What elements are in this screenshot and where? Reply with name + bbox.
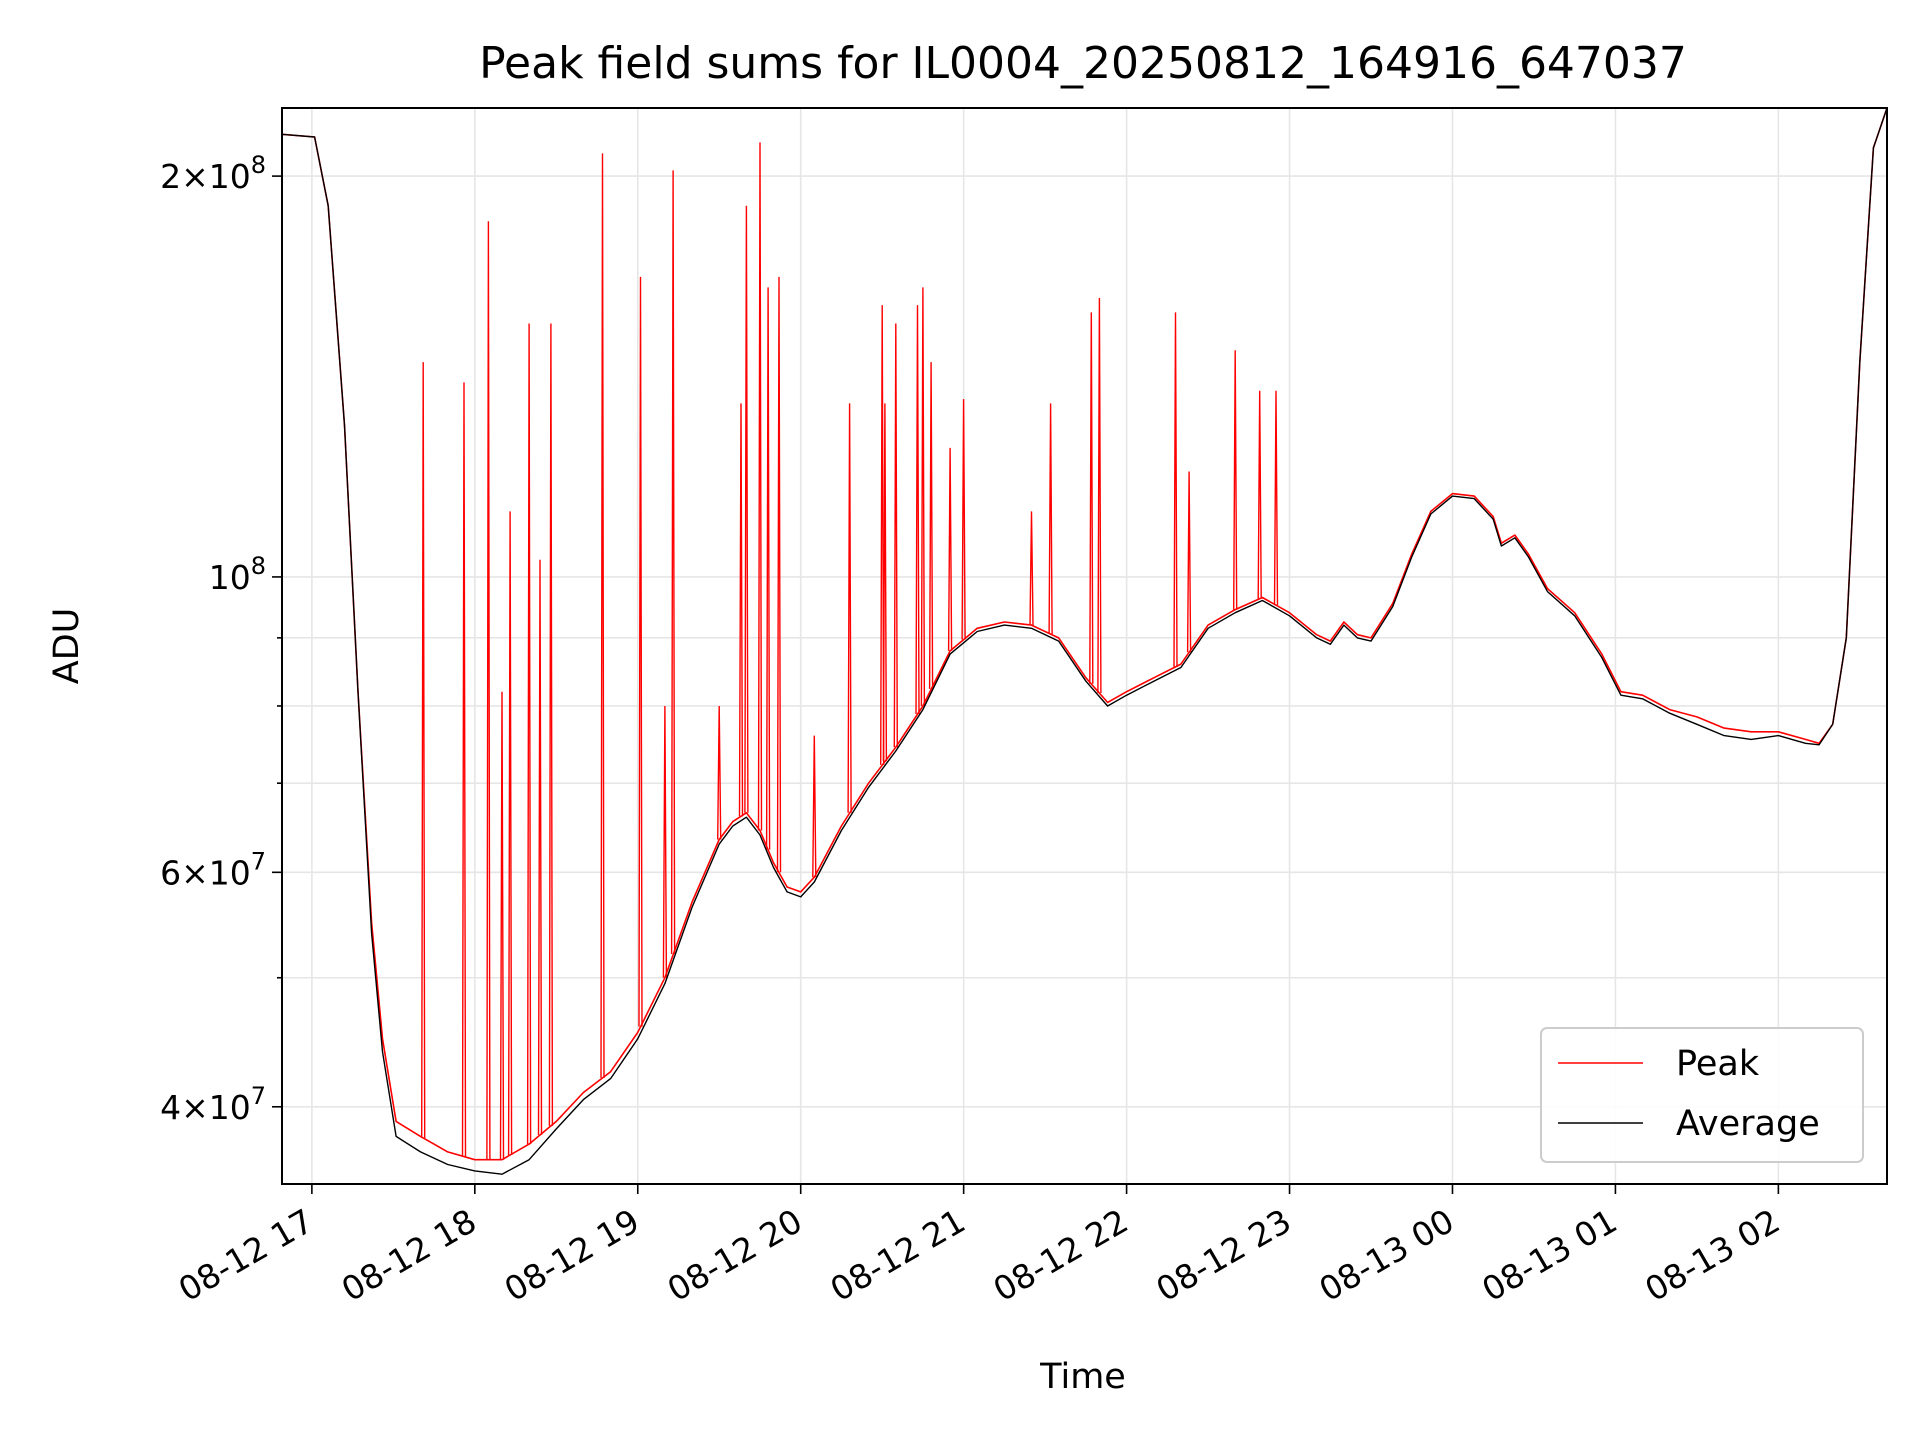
series-peak-spike — [1089, 312, 1094, 684]
series-peak-spike — [499, 691, 505, 1160]
series-layer — [281, 107, 1888, 1175]
series-peak-spike — [461, 382, 467, 1157]
series-peak-spike — [486, 221, 491, 1160]
series-peak-spike — [1173, 312, 1178, 667]
series-peak-spike — [548, 323, 554, 1126]
plot-background — [282, 108, 1887, 1184]
series-peak-spike — [744, 205, 749, 813]
series-peak-spike — [421, 362, 426, 1139]
y-tick-label: 2×108 — [160, 151, 266, 196]
series-peak-spike — [670, 170, 676, 955]
series-peak-spike — [1029, 511, 1034, 626]
series-peak-spike — [961, 399, 966, 640]
series-peak — [281, 107, 1888, 1161]
series-average-line — [281, 107, 1888, 1175]
series-peak-spike — [882, 403, 888, 762]
series-peak-spike — [928, 362, 934, 689]
series-peak-spike — [847, 403, 852, 813]
plot-frame — [281, 107, 1888, 1185]
series-peak-spike — [915, 305, 920, 715]
series-peak-spike — [526, 323, 532, 1145]
chart-title: Peak field sums for IL0004_20250812_1649… — [479, 38, 1687, 89]
series-peak-spike — [1097, 297, 1102, 694]
series-peak-spike — [662, 705, 668, 978]
y-axis: 4×107 6×107 108 2×108 — [160, 151, 282, 1127]
series-peak-spike — [1233, 350, 1238, 610]
series-peak-spike — [947, 447, 953, 651]
legend-label-peak: Peak — [1676, 1044, 1760, 1084]
series-peak-spike — [638, 276, 643, 1027]
legend: Peak Average — [1540, 1027, 1864, 1163]
series-peak-spike — [1048, 403, 1053, 635]
series-peak-spike — [757, 142, 763, 831]
x-axis-label: Time — [1039, 1357, 1126, 1397]
series-peak-spike — [507, 511, 513, 1156]
series-peak-spike — [738, 403, 744, 817]
series-peak-spike — [776, 276, 782, 873]
plot-area — [281, 107, 1888, 1185]
series-peak-spike — [765, 287, 771, 850]
y-axis-label: ADU — [47, 608, 87, 685]
y-tick-label: 6×107 — [160, 847, 266, 892]
series-peak-spike — [893, 323, 898, 748]
series-peak-spike — [920, 287, 926, 707]
legend-label-average: Average — [1676, 1104, 1820, 1144]
y-tick-label: 4×107 — [160, 1082, 266, 1127]
series-peak-spike — [1257, 390, 1262, 599]
series-peak-line — [281, 107, 1888, 1161]
y-tick-label: 108 — [209, 552, 266, 597]
series-peak-spike — [1273, 390, 1279, 606]
series-average — [281, 107, 1888, 1175]
series-peak-spike — [717, 705, 722, 840]
series-peak-spike — [880, 305, 885, 765]
series-peak-spike — [1186, 471, 1192, 653]
series-peak-spike — [812, 735, 817, 878]
legend-box — [1540, 1027, 1864, 1163]
series-peak-spike — [537, 559, 543, 1135]
series-peak-spike — [600, 153, 605, 1078]
